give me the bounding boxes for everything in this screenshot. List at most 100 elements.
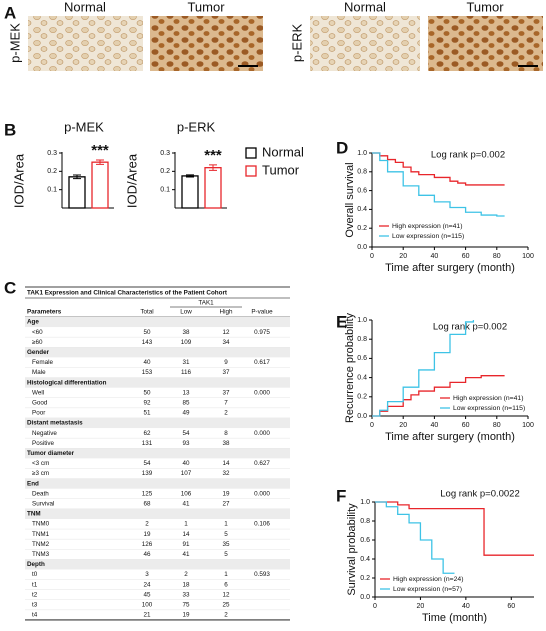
table-cell: t4 — [32, 612, 38, 619]
panel-a-images — [28, 16, 543, 71]
annotation: Log rank p=0.002 — [431, 150, 505, 161]
table-cell: 37 — [222, 369, 230, 376]
y-tick-label: 0.6 — [360, 537, 370, 544]
table-cell: 1 — [184, 521, 188, 528]
table-cell: 153 — [142, 369, 153, 376]
section-name: Tumor diameter — [27, 450, 75, 457]
section-band — [25, 316, 290, 328]
x-tick-label: 60 — [507, 603, 515, 610]
table-cell: 62 — [143, 430, 151, 437]
x-axis-label: Time after surgery (month) — [385, 431, 515, 443]
table-cell: 54 — [182, 430, 190, 437]
y-tick-label: 0.2 — [360, 575, 370, 582]
table-cell: t1 — [32, 581, 38, 588]
y-tick-label: 0.0 — [360, 594, 370, 601]
section-name: Gender — [27, 349, 50, 356]
table-cell: 12 — [222, 591, 230, 598]
x-tick-label: 0 — [370, 422, 374, 429]
table-cell: ≥3 cm — [32, 470, 49, 477]
column-header: Parameters — [27, 309, 62, 316]
table-cell: 2 — [224, 612, 228, 619]
panel-label: D — [336, 138, 348, 157]
survival-curve — [372, 152, 505, 186]
error-bar — [209, 164, 217, 171]
x-tick-label: 20 — [399, 253, 407, 260]
table-cell: 8 — [224, 430, 228, 437]
column-header: P-value — [251, 309, 273, 316]
x-axis-label: Time after surgery (month) — [385, 262, 515, 274]
x-tick-label: 40 — [462, 603, 470, 610]
legend-swatch — [245, 147, 257, 159]
table-cell: 68 — [143, 500, 151, 507]
x-tick-label: 60 — [462, 253, 470, 260]
table-cell: 33 — [182, 591, 190, 598]
table-cell: 5 — [224, 551, 228, 558]
panel-label: A — [4, 3, 16, 22]
table-cell: 6 — [224, 581, 228, 588]
survival-curve — [372, 320, 475, 417]
table-cell: 45 — [143, 591, 151, 598]
table-cell: 34 — [222, 339, 230, 346]
table-cell: TNM0 — [32, 521, 50, 528]
x-tick-label: 0 — [370, 253, 374, 260]
y-axis-label: Overall survival — [344, 162, 356, 237]
table-cell: 106 — [181, 490, 192, 497]
section-name: Age — [27, 319, 39, 326]
section-name: Depth — [27, 561, 45, 568]
table-cell: 19 — [143, 531, 151, 538]
condition-label: Normal — [344, 0, 386, 14]
table-cell: 107 — [181, 470, 192, 477]
table-cell: 125 — [142, 490, 153, 497]
x-tick-label: 80 — [493, 422, 501, 429]
condition-label: Tumor — [466, 0, 504, 14]
y-tick-label: 0.8 — [357, 336, 367, 343]
y-tick-label: 0.0 — [357, 244, 367, 251]
table-cell: 41 — [182, 500, 190, 507]
legend-swatch — [245, 165, 257, 177]
annotation: Log rank p=0.0022 — [440, 489, 520, 500]
legend-label: High expression (n=24) — [393, 576, 463, 583]
y-tick-label: 0.6 — [357, 187, 367, 194]
chart-title: p-MEK — [64, 119, 104, 134]
y-tick-label: 0.3 — [47, 150, 57, 157]
section-band — [25, 478, 290, 489]
table-cell: 40 — [182, 460, 190, 467]
legend-label: Normal — [262, 144, 304, 159]
table-cell: 0.000 — [254, 389, 270, 396]
y-axis-label: Survival probability — [346, 503, 358, 596]
table-cell: Poor — [32, 410, 45, 417]
table-cell: 5 — [224, 531, 228, 538]
table-cell: t2 — [32, 591, 38, 598]
error-bar — [73, 174, 81, 180]
table-cell: Survival — [32, 500, 54, 507]
table-cell: 2 — [184, 571, 188, 578]
chart-title: p-ERK — [177, 119, 216, 134]
micrograph — [428, 16, 543, 71]
error-bar — [186, 174, 194, 178]
table-cell: 0.593 — [254, 571, 270, 578]
table-cell: 32 — [222, 470, 230, 477]
table-cell: 46 — [143, 551, 151, 558]
table-cell: 54 — [143, 460, 151, 467]
x-tick-label: 100 — [522, 253, 534, 260]
table-cell: 19 — [182, 612, 190, 619]
table-cell: 19 — [222, 490, 230, 497]
table-cell: Negative — [32, 430, 57, 437]
y-axis-label: IOD/Area — [124, 153, 139, 208]
table-cell: Male — [32, 369, 46, 376]
table-cell: 0.000 — [254, 430, 270, 437]
bar — [204, 167, 222, 209]
x-tick-label: 80 — [493, 253, 501, 260]
table-cell: 49 — [182, 410, 190, 417]
column-header: High — [220, 309, 233, 316]
table-cell: 0.617 — [254, 359, 270, 366]
micrograph — [310, 16, 420, 71]
y-tick-label: 0.2 — [47, 168, 57, 175]
table-cell: 40 — [143, 359, 151, 366]
x-tick-label: 20 — [399, 422, 407, 429]
x-tick-label: 40 — [431, 422, 439, 429]
table-cell: <3 cm — [32, 460, 49, 467]
x-tick-label: 100 — [522, 422, 534, 429]
table-cell: 116 — [181, 369, 192, 376]
x-tick-label: 60 — [462, 422, 470, 429]
